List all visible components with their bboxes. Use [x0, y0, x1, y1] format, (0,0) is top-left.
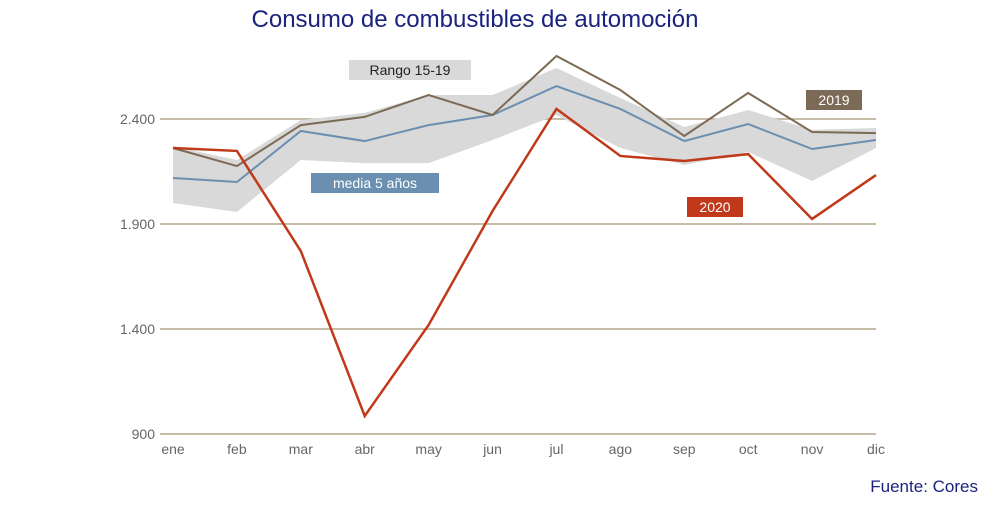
- legend-label: Rango 15-19: [370, 62, 451, 78]
- x-tick-label: jun: [482, 441, 502, 457]
- x-tick-label: nov: [801, 441, 824, 457]
- x-tick-label: ago: [609, 441, 633, 457]
- legend-label: media 5 años: [333, 175, 417, 191]
- legend-box: [687, 197, 743, 217]
- x-tick-label: may: [415, 441, 441, 457]
- range-area: [173, 67, 876, 213]
- x-tick-label: dic: [867, 441, 885, 457]
- x-tick-label: oct: [739, 441, 758, 457]
- legend-box: [806, 90, 862, 110]
- x-tick-label: mar: [289, 441, 313, 457]
- y-tick-label: 1.400: [120, 321, 155, 337]
- y-tick-label: 900: [132, 426, 156, 442]
- x-tick-label: abr: [355, 441, 376, 457]
- x-tick-label: sep: [673, 441, 696, 457]
- legend-label: 2020: [699, 199, 730, 215]
- y-tick-label: 2.400: [120, 111, 155, 127]
- line: [172, 84, 877, 184]
- chart-title: Consumo de combustibles de automoción: [252, 6, 699, 33]
- legend-box: [349, 60, 471, 80]
- source: Fuente: Cores: [870, 477, 978, 496]
- legend-box: [311, 173, 439, 193]
- legend-label: 2019: [818, 92, 849, 108]
- x-tick-label: ene: [161, 441, 185, 457]
- line: [172, 54, 877, 168]
- x-tick-label: feb: [227, 441, 247, 457]
- line: [172, 107, 877, 419]
- y-tick-label: 1.900: [120, 216, 155, 232]
- x-tick-label: jul: [548, 441, 563, 457]
